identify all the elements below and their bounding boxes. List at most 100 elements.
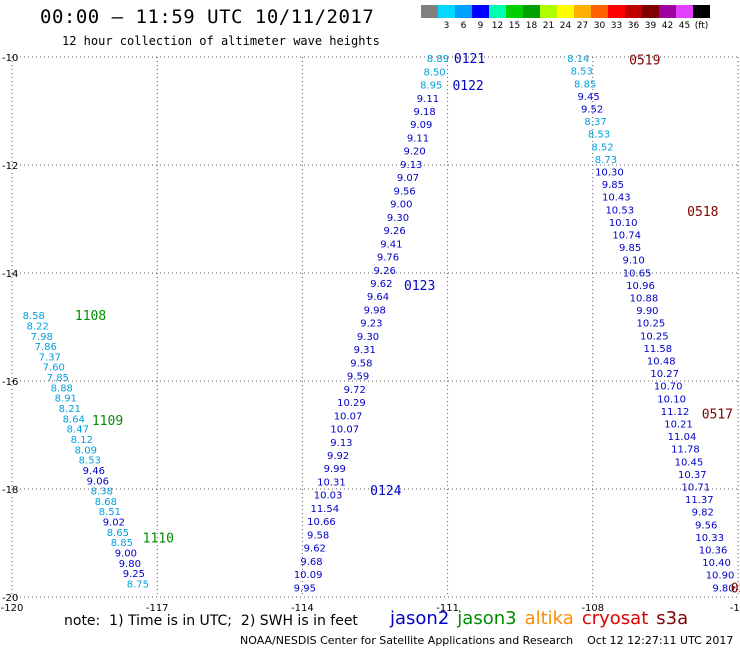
wave-height-label: 8.12 bbox=[71, 435, 93, 446]
colorbar-cell: 21 bbox=[540, 5, 557, 31]
colorbar-swatch bbox=[472, 5, 489, 18]
wave-height-label: 9.26 bbox=[384, 226, 406, 237]
colorbar-cell: 24 bbox=[557, 5, 574, 31]
wave-height-label: 9.13 bbox=[400, 160, 422, 171]
wave-height-label: 8.47 bbox=[67, 425, 89, 436]
wave-height-label: 10.30 bbox=[595, 167, 624, 178]
wave-height-label: 8.65 bbox=[107, 528, 129, 539]
colorbar-swatch bbox=[455, 5, 472, 18]
wave-height-label: 9.59 bbox=[347, 372, 369, 383]
colorbar-cell: 3 bbox=[438, 5, 455, 31]
wave-height-label: 8.73 bbox=[595, 155, 617, 166]
colorbar-swatch bbox=[506, 5, 523, 18]
time-label: 0124 bbox=[370, 484, 401, 499]
wave-height-label: 9.58 bbox=[350, 358, 372, 369]
colorbar-label: 42 bbox=[661, 21, 674, 31]
wave-height-label: 10.71 bbox=[682, 482, 711, 493]
wave-height-label: 9.64 bbox=[367, 292, 389, 303]
colorbar-cell: 27 bbox=[574, 5, 591, 31]
wave-height-label: 10.07 bbox=[334, 411, 363, 422]
wave-height-label: 10.25 bbox=[640, 331, 669, 342]
wave-height-label: 10.03 bbox=[314, 491, 343, 502]
wave-height-label: 9.58 bbox=[307, 530, 329, 541]
wave-height-label: 8.38 bbox=[91, 487, 113, 498]
wave-height-label: 10.53 bbox=[605, 205, 634, 216]
colorbar-swatch bbox=[625, 5, 642, 18]
wave-height-label: 9.41 bbox=[380, 239, 402, 250]
y-tick-label: -14 bbox=[2, 269, 18, 280]
colorbar-label: (ft) bbox=[694, 21, 709, 31]
time-label: 0517 bbox=[702, 407, 733, 422]
wave-height-label: 9.62 bbox=[370, 279, 392, 290]
wave-height-label: 8.75 bbox=[127, 580, 149, 591]
colorbar-cell: 15 bbox=[506, 5, 523, 31]
wave-height-label: 9.68 bbox=[300, 557, 322, 568]
wave-height-label: 8.53 bbox=[588, 130, 610, 141]
wave-height-label: 8.85 bbox=[574, 79, 596, 90]
wave-height-label: 10.10 bbox=[609, 218, 638, 229]
wave-height-label: 10.45 bbox=[675, 457, 704, 468]
satellite-legend: jason2 jason3 altika cryosat s3a bbox=[390, 608, 696, 629]
wave-height-label: 9.26 bbox=[374, 266, 396, 277]
wave-height-label: 11.12 bbox=[661, 407, 690, 418]
wave-height-label: 8.58 bbox=[23, 311, 45, 322]
chart-subtitle: 12 hour collection of altimeter wave hei… bbox=[62, 34, 380, 48]
wave-height-label: 9.11 bbox=[407, 133, 429, 144]
wave-height-label: 9.62 bbox=[304, 544, 326, 555]
time-label: 0123 bbox=[404, 279, 435, 294]
wave-height-label: 9.95 bbox=[294, 583, 316, 594]
wave-height-label: 9.31 bbox=[354, 345, 376, 356]
wave-height-label: 10.33 bbox=[695, 533, 724, 544]
wave-height-label: 9.00 bbox=[390, 200, 412, 211]
x-tick-label: -111 bbox=[436, 603, 459, 614]
wave-height-label: 9.76 bbox=[377, 253, 399, 264]
wave-height-label: 7.86 bbox=[35, 342, 57, 353]
wave-height-label: 9.20 bbox=[403, 147, 425, 158]
wave-height-label: 11.54 bbox=[310, 504, 339, 515]
colorbar-cell: 30 bbox=[591, 5, 608, 31]
wave-height-label: 9.06 bbox=[87, 476, 109, 487]
y-tick-label: -20 bbox=[2, 593, 18, 604]
wave-height-label: 8.52 bbox=[591, 142, 613, 153]
colorbar-label: 33 bbox=[610, 21, 623, 31]
wave-height-label: 8.53 bbox=[79, 456, 101, 467]
colorbar-cell: 18 bbox=[523, 5, 540, 31]
wave-height-label: 9.90 bbox=[636, 306, 658, 317]
wave-height-label: 9.85 bbox=[602, 180, 624, 191]
wave-height-label: 9.00 bbox=[115, 549, 137, 560]
legend-jason3: jason3 bbox=[457, 608, 517, 629]
y-tick-label: -16 bbox=[2, 377, 18, 388]
wave-height-label: 7.60 bbox=[43, 363, 65, 374]
colorbar-swatch bbox=[489, 5, 506, 18]
wave-height-label: 10.74 bbox=[612, 230, 641, 241]
wave-height-label: 9.18 bbox=[413, 107, 435, 118]
wave-height-label: 11.58 bbox=[643, 344, 672, 355]
wave-height-label: 9.52 bbox=[581, 104, 603, 115]
wave-height-label: 8.09 bbox=[75, 445, 97, 456]
colorbar-swatch bbox=[557, 5, 574, 18]
colorbar-label: 6 bbox=[460, 21, 467, 31]
wave-height-label: 8.64 bbox=[63, 414, 85, 425]
wave-height-label: 9.23 bbox=[360, 319, 382, 330]
wave-height-label: 8.21 bbox=[59, 404, 81, 415]
wave-height-label: 8.22 bbox=[27, 321, 49, 332]
colorbar-label: 39 bbox=[644, 21, 657, 31]
wave-height-label: 7.37 bbox=[39, 352, 61, 363]
colorbar-label: 45 bbox=[678, 21, 691, 31]
colorbar-label: 15 bbox=[508, 21, 521, 31]
wave-height-label: 10.40 bbox=[702, 558, 731, 569]
colorbar-swatch bbox=[574, 5, 591, 18]
wave-height-label: 7.98 bbox=[31, 332, 53, 343]
wave-height-label: 9.82 bbox=[692, 508, 714, 519]
wave-height-label: 9.56 bbox=[695, 520, 717, 531]
wave-height-label: 9.30 bbox=[357, 332, 379, 343]
wave-height-label: 8.51 bbox=[99, 507, 121, 518]
time-label: 0518 bbox=[687, 205, 718, 220]
wave-height-label: 9.09 bbox=[410, 120, 432, 131]
time-label: 051 bbox=[731, 581, 740, 596]
x-tick-label: -117 bbox=[146, 603, 169, 614]
wave-height-label: 9.13 bbox=[330, 438, 352, 449]
time-label: 0519 bbox=[629, 54, 660, 69]
color-scale-bar: 3 6 9 12 15 18 21 24 27 30 33 36 39 42 45 (ft) bbox=[421, 5, 710, 31]
